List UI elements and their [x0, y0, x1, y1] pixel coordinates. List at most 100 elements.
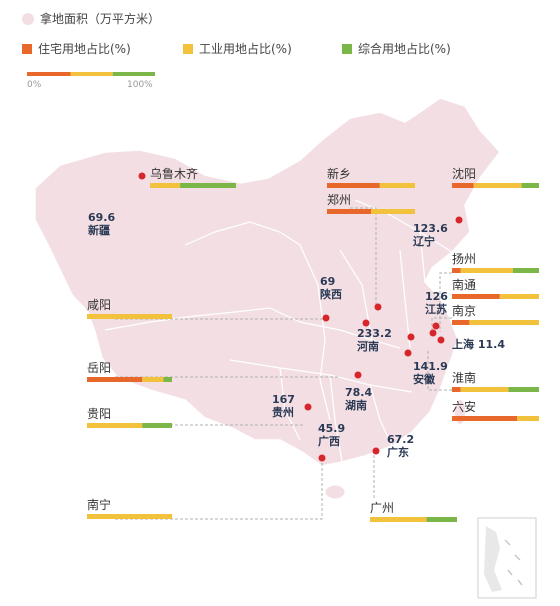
province-name-8: 广西	[318, 434, 340, 448]
bar-segment-mixed	[508, 387, 539, 392]
bar-segment-residential	[87, 377, 143, 382]
province-value-4: 233.2	[357, 327, 392, 340]
city-label-11: 六安	[452, 399, 476, 414]
city-bar-10	[87, 423, 172, 428]
city-label-9: 淮南	[452, 370, 476, 385]
province-name-4: 河南	[357, 339, 379, 353]
province-value-0: 69.6	[88, 211, 115, 224]
city-dot-1	[455, 216, 463, 224]
city-dot-3	[374, 303, 382, 311]
province-border-2	[299, 244, 331, 421]
bar-segment-industrial	[87, 423, 143, 428]
province-label-shanghai: 上海 11.4	[452, 337, 505, 351]
inset-islands	[504, 539, 523, 586]
city-dot-8	[404, 349, 412, 357]
province-name-7: 贵州	[272, 405, 294, 419]
city-dot-2	[322, 314, 330, 322]
bar-segment-residential	[27, 72, 71, 76]
city-label-0: 乌鲁木齐	[150, 166, 198, 181]
province-name-2: 陕西	[320, 287, 342, 301]
city-bar-7	[87, 314, 172, 319]
city-dot-4	[362, 319, 370, 327]
city-label-12: 南宁	[87, 497, 111, 512]
city-label-5: 南通	[452, 277, 476, 292]
legend-area-label: 拿地面积（万平方米）	[40, 12, 161, 26]
city-label-3: 沈阳	[452, 166, 476, 181]
province-name-9: 广东	[387, 445, 409, 459]
city-dot-6	[429, 329, 437, 337]
city-bar-9	[452, 387, 539, 392]
leader-line-4	[115, 460, 323, 520]
hainan-island	[324, 484, 346, 500]
city-dot-5	[407, 333, 415, 341]
province-value-3: 126	[425, 290, 448, 303]
bar-segment-industrial	[473, 183, 522, 188]
bar-segment-mixed	[512, 268, 539, 273]
city-bar-5	[452, 294, 539, 299]
city-label-7: 咸阳	[87, 298, 111, 312]
province-border-1	[104, 307, 271, 331]
province-value-8: 45.9	[318, 422, 345, 435]
city-bar-8	[87, 377, 172, 382]
bar-segment-residential	[452, 294, 500, 299]
mixed-swatch	[342, 43, 352, 54]
province-value-1: 123.6	[413, 222, 448, 235]
bar-segment-residential	[327, 183, 380, 188]
legend-mixed-label: 综合用地占比(%)	[358, 42, 451, 56]
city-label-8: 岳阳	[87, 361, 111, 375]
province-border-11	[419, 231, 426, 283]
bar-segment-mixed	[521, 183, 539, 188]
city-dot-0	[138, 172, 146, 180]
city-bar-1	[327, 183, 415, 188]
bar-segment-residential	[452, 320, 470, 325]
bar-segment-mixed	[112, 72, 155, 76]
city-dot-13	[432, 322, 440, 330]
bar-segment-industrial	[371, 209, 415, 214]
province-border-9	[399, 249, 411, 349]
leader-line-0	[350, 207, 377, 310]
city-label-13: 广州	[370, 501, 394, 515]
bar-segment-industrial	[87, 314, 172, 319]
legend-scale-bar	[27, 72, 155, 76]
bar-segment-industrial	[70, 72, 113, 76]
bar-segment-mixed	[180, 183, 236, 188]
city-bar-11	[452, 416, 539, 421]
bar-segment-residential	[452, 387, 461, 392]
city-bar-3	[452, 183, 539, 188]
city-bar-0	[150, 183, 236, 188]
bar-segment-residential	[452, 416, 518, 421]
leader-line-6	[439, 272, 452, 332]
province-border-7	[369, 384, 393, 447]
city-label-1: 新乡	[327, 166, 351, 181]
province-name-6: 湖南	[345, 398, 367, 412]
province-name-5: 安徽	[413, 372, 436, 386]
city-label-4: 扬州	[452, 251, 476, 266]
province-value-2: 69	[320, 275, 335, 288]
legend-area: 拿地面积（万平方米）	[22, 10, 160, 27]
city-dot-9	[354, 371, 362, 379]
inset-coast	[484, 526, 502, 592]
city-bar-6	[452, 320, 539, 325]
province-name-3: 江苏	[425, 302, 447, 316]
legend-residential-label: 住宅用地占比(%)	[38, 42, 131, 56]
area-legend-swatch	[22, 12, 34, 25]
city-bar-12	[87, 514, 172, 519]
city-label-6: 南京	[452, 303, 476, 318]
bar-segment-industrial	[379, 183, 415, 188]
province-value-7: 167	[272, 393, 295, 406]
bar-segment-mixed	[142, 423, 172, 428]
province-value-6: 78.4	[345, 386, 372, 399]
province-value-5: 141.9	[413, 360, 448, 373]
bar-segment-industrial	[87, 514, 172, 519]
city-dot-7	[437, 336, 445, 344]
province-name-0: 新疆	[88, 223, 110, 237]
city-bar-13	[370, 517, 457, 522]
city-dot-11	[318, 454, 326, 462]
province-border-5	[279, 367, 301, 441]
city-label-2: 郑州	[327, 192, 351, 207]
province-value-9: 67.2	[387, 433, 414, 446]
scale-max-label: 100%	[127, 80, 153, 90]
bar-segment-industrial	[469, 320, 539, 325]
legend-residential: 住宅用地占比(%)	[22, 40, 131, 57]
bar-segment-residential	[327, 209, 371, 214]
